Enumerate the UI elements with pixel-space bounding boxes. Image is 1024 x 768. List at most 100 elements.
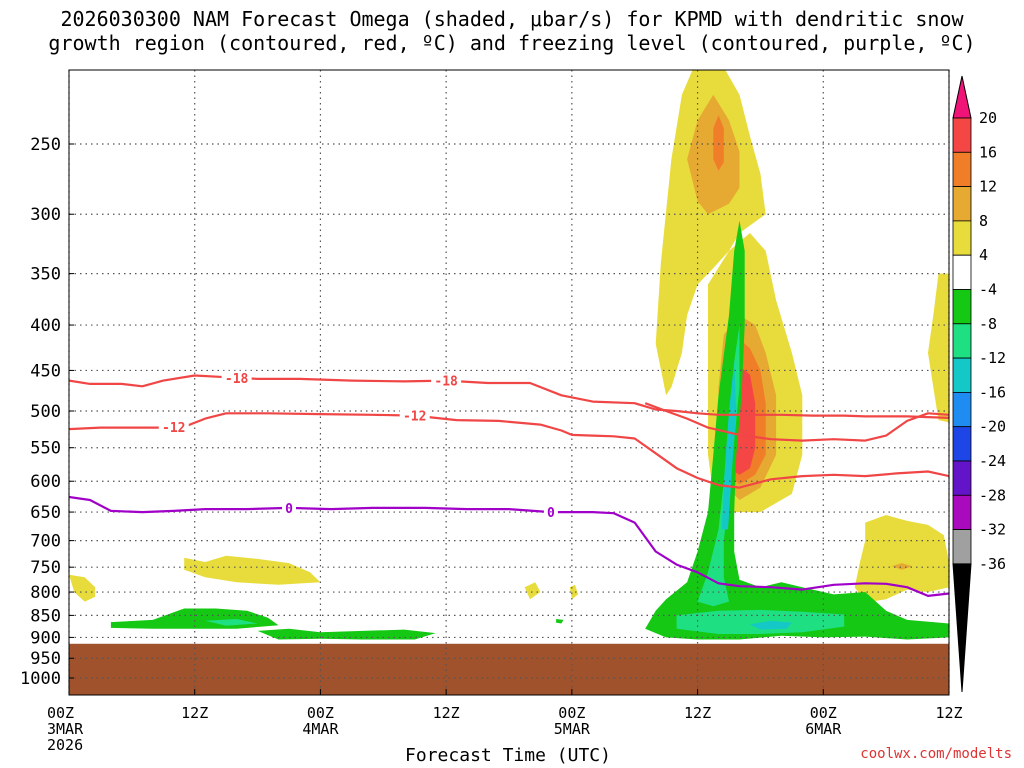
colorbar-label-12: -32 xyxy=(979,521,1006,539)
y-tick-label-250: 250 xyxy=(30,135,61,155)
omega-region-18 xyxy=(750,620,792,630)
y-tick-label-750: 750 xyxy=(30,558,61,578)
contour-label-2-0: -12 xyxy=(162,421,185,436)
ground-fill xyxy=(69,643,949,695)
y-tick-label-800: 800 xyxy=(30,583,61,603)
omega-region-10 xyxy=(184,555,321,585)
y-tick-label-550: 550 xyxy=(30,439,61,459)
contour-label-0-0: -18 xyxy=(225,372,249,387)
colorbar-swatch-6 xyxy=(952,289,972,325)
x-tick-label-0-2: 2026 xyxy=(47,736,83,754)
colorbar-label-9: -20 xyxy=(979,418,1006,436)
contour-label-bg-0-0 xyxy=(221,370,252,385)
omega-region-20 xyxy=(205,619,258,626)
x-tick-label-48-1: 5MAR xyxy=(554,720,591,738)
omega-shading xyxy=(69,70,949,640)
colorbar-label-0: 20 xyxy=(979,109,997,127)
colorbar-label-11: -28 xyxy=(979,486,1006,504)
contour-label-bg-2-0 xyxy=(158,420,189,435)
contour-line-3 xyxy=(69,495,949,597)
chart-title-line-1: 2026030300 NAM Forecast Omega (shaded, μ… xyxy=(60,7,964,31)
colorbar-swatch-2 xyxy=(952,151,972,188)
colorbar-swatch-5 xyxy=(952,254,972,290)
colorbar-label-6: -8 xyxy=(979,315,997,333)
omega-region-8 xyxy=(854,515,949,603)
omega-region-7 xyxy=(928,273,949,423)
contour-layer: -18 -18 -12 -12 0 0 xyxy=(69,370,949,597)
omega-region-13 xyxy=(569,584,579,600)
colorbar-bottom-arrow xyxy=(952,563,972,693)
colorbar-swatch-9 xyxy=(952,391,972,428)
colorbar-label-1: 16 xyxy=(979,143,997,161)
contour-line-1 xyxy=(644,402,949,442)
y-tick-label-1000: 1000 xyxy=(20,669,61,689)
contour-label-bg-2-1 xyxy=(399,408,430,423)
x-tick-label-24-1: 4MAR xyxy=(302,720,339,738)
y-tick-label-700: 700 xyxy=(30,532,61,552)
contour-label-bg-0-1 xyxy=(431,373,462,388)
y-tick-label-300: 300 xyxy=(30,205,61,225)
colorbar-label-5: -4 xyxy=(979,281,997,299)
x-tick-label-24-0: 00Z xyxy=(307,704,334,722)
colorbar-label-10: -24 xyxy=(979,452,1006,470)
contour-label-3-1: 0 xyxy=(547,506,555,521)
ground-layer xyxy=(69,643,949,695)
omega-region-2 xyxy=(713,115,724,171)
colorbar-swatch-12 xyxy=(952,494,972,530)
contour-line-2 xyxy=(69,412,949,489)
colorbar-swatch-3 xyxy=(952,186,972,222)
colorbar-swatch-4 xyxy=(952,220,972,256)
y-tick-label-850: 850 xyxy=(30,606,61,626)
colorbar-label-4: 4 xyxy=(979,246,988,264)
colorbar-swatch-13 xyxy=(952,529,972,565)
y-tick-label-400: 400 xyxy=(30,316,61,336)
contour-label-0-1: -18 xyxy=(434,375,458,390)
omega-region-16 xyxy=(721,361,737,530)
y-tick-label-450: 450 xyxy=(30,361,61,381)
colorbar-swatch-7 xyxy=(952,323,972,359)
x-tick-label-12-0: 12Z xyxy=(181,704,208,722)
omega-region-21 xyxy=(257,628,436,640)
credit-link[interactable]: coolwx.com/modelts xyxy=(860,746,1012,762)
x-tick-label-36-0: 12Z xyxy=(433,704,460,722)
colorbar-label-2: 12 xyxy=(979,178,997,196)
contour-label-bg-3-0 xyxy=(282,500,296,515)
contour-label-3-0: 0 xyxy=(285,502,293,517)
x-tick-label-72-0: 00Z xyxy=(810,704,837,722)
y-tick-label-950: 950 xyxy=(30,649,61,669)
contour-line-0 xyxy=(69,374,949,419)
contour-label-2-1: -12 xyxy=(403,410,426,425)
colorbar-swatch-8 xyxy=(952,357,972,393)
y-tick-label-600: 600 xyxy=(30,472,61,492)
colorbar-label-7: -12 xyxy=(979,349,1006,367)
x-tick-label-48-0: 00Z xyxy=(558,704,585,722)
x-axis-label: Forecast Time (UTC) xyxy=(405,745,611,766)
axis-layer: 2503003504004505005506006507007508008509… xyxy=(20,135,963,754)
y-tick-label-350: 350 xyxy=(30,265,61,285)
colorbar-swatch-10 xyxy=(952,426,972,462)
colorbar-label-8: -16 xyxy=(979,383,1006,401)
colorbar-swatch-11 xyxy=(952,460,972,496)
y-tick-label-500: 500 xyxy=(30,402,61,422)
x-tick-label-0-1: 3MAR xyxy=(47,720,84,738)
colorbar-top-arrow xyxy=(952,75,972,119)
omega-region-9 xyxy=(891,563,913,570)
y-tick-label-650: 650 xyxy=(30,503,61,523)
chart-title-line-2: growth region (contoured, red, ºC) and f… xyxy=(48,31,976,55)
omega-region-11 xyxy=(69,574,96,602)
colorbar-label-3: 8 xyxy=(979,212,988,230)
colorbar: 20 16 12 8 4 -4 -8 -12 -16 -20 -24 -28 -32 -36 xyxy=(952,75,1006,693)
omega-region-22 xyxy=(556,619,564,624)
x-tick-label-0-0: 00Z xyxy=(47,704,74,722)
colorbar-swatch-1 xyxy=(952,117,972,153)
colorbar-label-13: -36 xyxy=(979,555,1006,573)
x-tick-label-84-0: 12Z xyxy=(935,704,962,722)
x-tick-label-72-1: 6MAR xyxy=(805,720,842,738)
plot-frame xyxy=(68,69,950,696)
omega-region-12 xyxy=(524,582,541,600)
grid-layer xyxy=(68,70,950,695)
x-tick-label-60-0: 12Z xyxy=(684,704,711,722)
contour-label-bg-3-1 xyxy=(543,505,558,520)
y-tick-label-900: 900 xyxy=(30,628,61,648)
